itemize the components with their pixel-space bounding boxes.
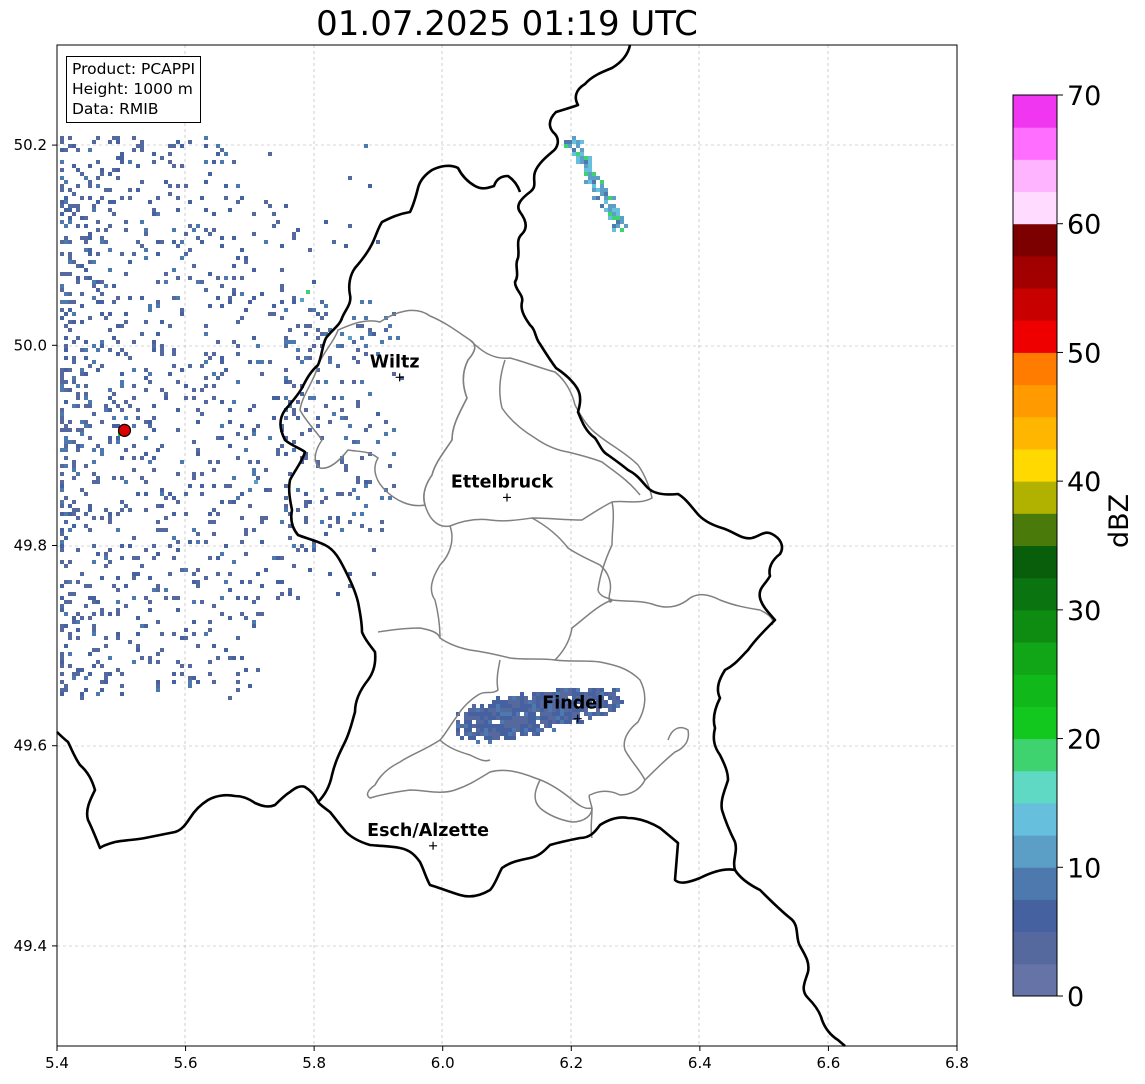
colorbar-segment bbox=[1013, 802, 1057, 836]
colorbar-tick-label: 20 bbox=[1067, 725, 1101, 756]
city-label: Wiltz bbox=[370, 352, 420, 372]
colorbar-segment bbox=[1013, 931, 1057, 965]
colorbar: 0 10 20 30 40 50 60 70 bbox=[1012, 81, 1101, 1013]
product-label: Product: PCAPPI bbox=[72, 60, 196, 78]
colorbar-segment bbox=[1013, 223, 1057, 257]
product-info-box: Product: PCAPPI Height: 1000 m Data: RMI… bbox=[66, 56, 202, 123]
colorbar-tick-label: 70 bbox=[1067, 81, 1101, 112]
colorbar-segment bbox=[1013, 513, 1057, 546]
colorbar-segment bbox=[1013, 770, 1057, 804]
map-title: 01.07.2025 01:19 UTC bbox=[316, 4, 698, 44]
colorbar-segment bbox=[1013, 738, 1057, 772]
colorbar-segment bbox=[1013, 255, 1057, 289]
x-tick-label: 5.4 bbox=[45, 1054, 69, 1072]
data-source-label: Data: RMIB bbox=[72, 100, 159, 118]
y-axis: 49.4 49.6 49.8 50.0 50.2 bbox=[14, 136, 57, 955]
x-tick-label: 6.0 bbox=[431, 1054, 455, 1072]
x-tick-label: 5.6 bbox=[174, 1054, 198, 1072]
colorbar-tick-label: 40 bbox=[1067, 467, 1101, 498]
y-tick-label: 50.0 bbox=[14, 336, 47, 354]
colorbar-tick-label: 60 bbox=[1067, 210, 1101, 241]
colorbar-frame bbox=[1012, 94, 1058, 997]
map-area bbox=[57, 45, 957, 1046]
y-tick-label: 50.2 bbox=[14, 136, 47, 154]
canton-boundaries bbox=[299, 309, 774, 839]
colorbar-tick-label: 0 bbox=[1067, 982, 1084, 1013]
colorbar-segment bbox=[1013, 899, 1057, 933]
colorbar-segment bbox=[1013, 867, 1057, 900]
height-label: Height: 1000 m bbox=[72, 80, 193, 98]
city-markers: Wiltz Ettelbruck Findel Esch/Alzette bbox=[367, 352, 603, 850]
city-label: Findel bbox=[542, 694, 603, 714]
colorbar-segment bbox=[1013, 706, 1057, 740]
colorbar-segment bbox=[1013, 288, 1057, 321]
x-axis: 5.4 5.6 5.8 6.0 6.2 6.4 6.6 6.8 bbox=[45, 1046, 969, 1072]
radar-echoes bbox=[60, 136, 628, 744]
national-border bbox=[56, 44, 846, 1047]
x-tick-label: 6.8 bbox=[945, 1054, 969, 1072]
city-marker bbox=[429, 841, 438, 850]
x-tick-label: 6.6 bbox=[816, 1054, 840, 1072]
city-marker bbox=[573, 714, 582, 723]
colorbar-tick-label: 50 bbox=[1067, 338, 1101, 369]
x-tick-label: 6.4 bbox=[688, 1054, 712, 1072]
city-marker bbox=[503, 493, 511, 502]
colorbar-segment bbox=[1013, 448, 1057, 482]
colorbar-segment bbox=[1013, 95, 1057, 128]
city-label: Ettelbruck bbox=[451, 472, 554, 492]
colorbar-segment bbox=[1013, 320, 1057, 353]
colorbar-label: dBZ bbox=[1104, 493, 1135, 548]
colorbar-segment bbox=[1013, 352, 1057, 386]
x-tick-label: 6.2 bbox=[559, 1054, 583, 1072]
colorbar-segment bbox=[1013, 674, 1057, 707]
colorbar-segment bbox=[1013, 963, 1057, 997]
colorbar-segment bbox=[1013, 384, 1057, 418]
colorbar-segment bbox=[1013, 416, 1057, 450]
colorbar-segment bbox=[1013, 545, 1057, 579]
colorbar-segment bbox=[1013, 191, 1057, 225]
colorbar-segment bbox=[1013, 609, 1057, 643]
colorbar-segment bbox=[1013, 642, 1057, 675]
x-tick-label: 5.8 bbox=[302, 1054, 326, 1072]
y-tick-label: 49.6 bbox=[14, 737, 47, 755]
colorbar-segment bbox=[1013, 577, 1057, 611]
colorbar-segment bbox=[1013, 481, 1057, 514]
colorbar-tick-label: 30 bbox=[1067, 596, 1101, 627]
city-label: Esch/Alzette bbox=[367, 821, 489, 841]
colorbar-segment bbox=[1013, 159, 1057, 193]
city-marker bbox=[395, 373, 404, 382]
colorbar-segment bbox=[1013, 835, 1057, 868]
radar-site-marker bbox=[117, 423, 132, 437]
y-tick-label: 49.8 bbox=[14, 537, 47, 555]
colorbar-segment bbox=[1013, 127, 1057, 160]
y-tick-label: 49.4 bbox=[14, 937, 47, 955]
colorbar-tick-label: 10 bbox=[1067, 853, 1101, 884]
